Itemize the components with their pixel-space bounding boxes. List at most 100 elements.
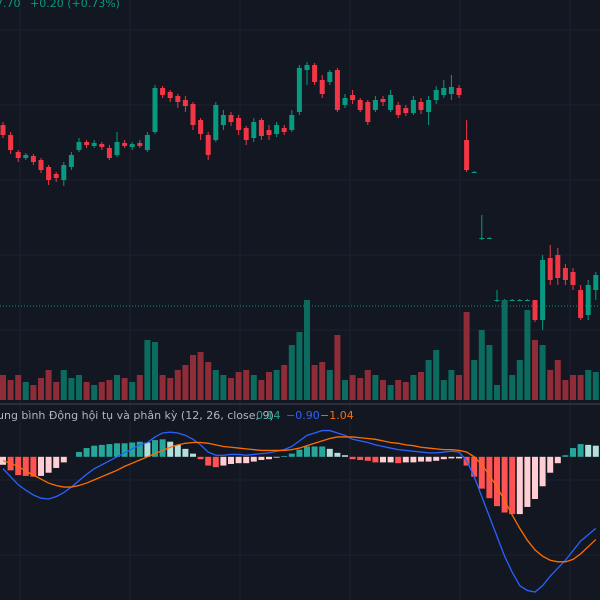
histogram-bar [197,456,204,460]
histogram-bar [83,448,90,457]
volume-bar [83,382,90,400]
candle-body [296,68,302,112]
histogram-bar [296,449,303,457]
histogram-bar [159,439,166,457]
candle-body [137,143,143,146]
volume-bar [45,370,52,400]
histogram-bar [532,456,538,499]
histogram-bar [228,456,234,464]
histogram-bar [53,456,60,468]
candle-body [38,160,44,170]
candle-body [304,65,310,70]
candle-body [84,142,90,145]
candle-body [471,172,477,173]
histogram-bar [425,456,432,462]
histogram-bar [205,456,212,466]
candle-body [524,300,530,301]
candle-body [403,108,409,113]
candle-body [486,238,492,239]
volume-bar [471,360,478,400]
volume-bar [334,335,341,400]
volume-bar [106,380,113,400]
volume-bar [532,340,538,400]
histogram-bar [190,453,196,457]
histogram-bar [539,456,546,487]
histogram-bar [220,456,227,466]
histogram-bar [76,452,82,457]
candle-body [144,135,150,150]
volume-bar [433,350,440,400]
candle-body [388,95,394,110]
volume-bar [0,375,6,400]
histogram-bar [524,456,531,507]
histogram-bar [129,442,136,457]
candle-body [570,272,576,285]
histogram-bar [45,456,52,473]
histogram-bar [22,456,29,476]
volume-bar [15,375,22,400]
histogram-bar [501,456,508,513]
candle-body [532,300,538,320]
volume-bar [562,380,569,400]
volume-bar [60,370,67,400]
histogram-bar [547,456,554,473]
candle-body [152,88,158,132]
histogram-bar [402,456,409,463]
volume-bar [357,378,364,400]
volume-bar [539,345,546,400]
volume-bar [486,345,493,400]
histogram-bar [349,456,356,460]
histogram-bar [577,444,584,457]
histogram-bar [243,456,250,464]
volume-bar [440,380,447,400]
histogram-bar [395,456,402,464]
candle-body [53,174,59,178]
volume-bar [266,372,272,400]
candle-body [327,72,333,82]
legend-histogram: 0.14 [256,409,281,422]
candle-body [562,268,568,280]
histogram-bar [478,456,485,489]
histogram-bar [372,456,379,463]
histogram-bar [273,456,280,458]
histogram-bar [387,456,394,463]
volume-bar [197,352,204,400]
candle-body [220,115,226,125]
candle-body [342,98,348,105]
histogram-bar [456,456,462,459]
volume-bar [509,375,516,400]
candle-body [441,88,447,95]
volume-bar [205,362,212,400]
candle-body [182,100,188,106]
volume-bar [258,380,265,400]
volume-bar [425,360,432,400]
volume-bar [281,365,288,400]
volume-bar [494,385,500,400]
candle-body [578,290,584,318]
volume-bar [182,365,189,400]
macd-line [2,436,597,563]
candle-body [15,152,21,158]
candle-body [23,155,29,158]
volume-bar [220,375,227,400]
histogram-bar [448,456,455,459]
volume-bar [319,362,326,400]
volume-bar [547,370,554,400]
histogram-bar [311,446,318,457]
volume-bar [273,370,280,400]
candle-body [122,143,128,146]
candle-body [350,95,356,100]
candle-body [540,260,546,320]
volume-bar [68,378,75,400]
volume-bar [380,380,386,400]
volume-bar [190,355,196,400]
candle-body [517,300,523,301]
volume-bar [456,375,462,400]
histogram-bar [174,444,181,457]
histogram-bar [516,456,523,515]
volume-bar [53,382,60,400]
volume-bar [129,382,136,400]
volume-bar [570,375,576,400]
candle-body [251,122,257,138]
